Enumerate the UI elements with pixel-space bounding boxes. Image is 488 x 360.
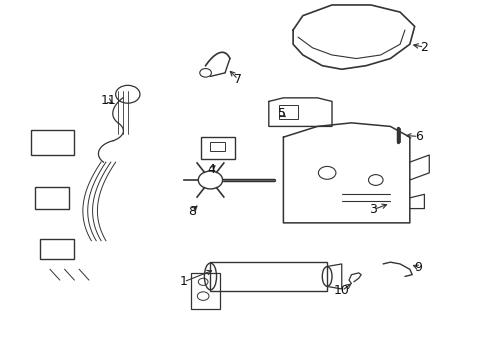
Text: 5: 5 xyxy=(277,107,285,120)
Bar xyxy=(191,273,220,309)
Bar xyxy=(210,143,224,152)
Bar xyxy=(30,130,74,155)
Bar xyxy=(210,262,326,291)
Bar xyxy=(201,137,234,158)
Bar xyxy=(278,105,297,119)
Text: 6: 6 xyxy=(414,130,422,143)
Text: 11: 11 xyxy=(100,94,116,107)
Bar xyxy=(35,187,69,208)
Text: 7: 7 xyxy=(234,73,242,86)
Text: 1: 1 xyxy=(180,275,187,288)
Text: 10: 10 xyxy=(333,284,349,297)
Text: 9: 9 xyxy=(414,261,422,274)
Text: 3: 3 xyxy=(368,203,377,216)
Text: 2: 2 xyxy=(420,41,427,54)
Text: 4: 4 xyxy=(207,163,215,176)
Bar xyxy=(40,239,74,258)
Text: 8: 8 xyxy=(187,204,196,217)
